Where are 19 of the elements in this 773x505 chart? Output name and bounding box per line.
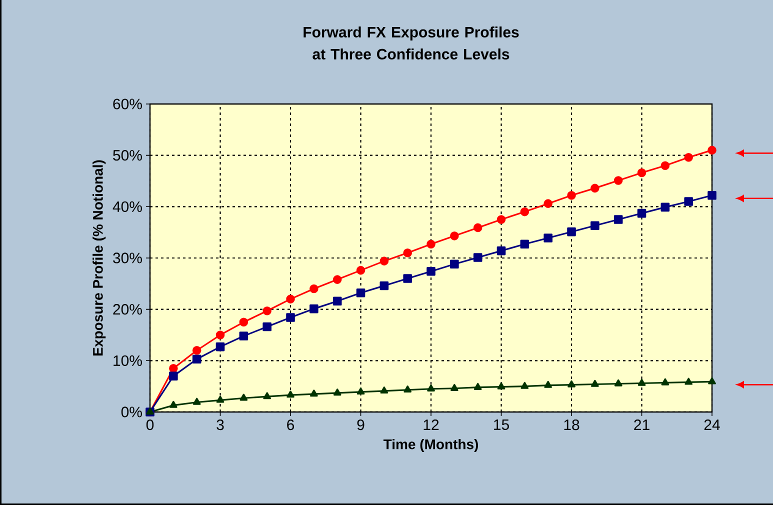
x-axis-title: Time (Months) xyxy=(383,438,478,452)
x-tick-label: 24 xyxy=(704,420,720,430)
x-tick-label: 18 xyxy=(564,420,580,430)
y-tick-label: 20% xyxy=(113,304,142,315)
x-tick-label: 3 xyxy=(216,420,224,430)
x-tick-label: 21 xyxy=(634,420,650,430)
y-tick-label: 30% xyxy=(113,252,142,264)
y-tick-label: 60% xyxy=(113,98,142,110)
x-tick-label: 15 xyxy=(494,420,509,430)
y-tick-label: 0% xyxy=(121,406,142,418)
y-tick-label: 10% xyxy=(114,355,142,366)
y-tick-label: 50% xyxy=(113,150,142,161)
y-axis-title: Exposure Profile (% Notional) xyxy=(92,160,106,356)
chart-title: Forward FX Exposure Profiles at Three Confidence Levels xyxy=(304,26,519,60)
x-tick-label: 0 xyxy=(146,420,154,430)
x-tick-label: 9 xyxy=(357,420,364,430)
x-tick-label: 6 xyxy=(287,420,294,430)
y-tick-label: 40% xyxy=(112,201,142,212)
x-tick-label: 12 xyxy=(424,420,439,430)
